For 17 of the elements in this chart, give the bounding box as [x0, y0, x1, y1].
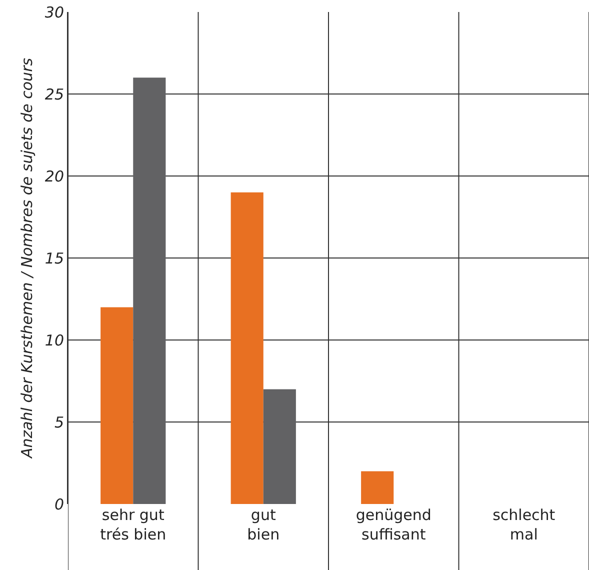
y-tick-label: 25	[44, 85, 64, 104]
y-tick-label: 30	[44, 3, 64, 22]
x-tick-label: genügend suffisant	[356, 506, 432, 544]
bar	[100, 307, 134, 504]
bar	[263, 389, 296, 504]
x-tick-label: gut bien	[247, 506, 280, 544]
x-tick-label: schlecht mal	[492, 506, 556, 544]
bar	[133, 78, 166, 504]
y-tick-label: 0	[54, 495, 64, 514]
y-tick-label: 20	[44, 167, 64, 186]
y-tick-label: 5	[54, 413, 64, 432]
bar	[230, 192, 264, 504]
y-tick-label: 15	[44, 249, 64, 268]
y-axis-title: Anzahl der Kursthemen / Nombres de sujets de cours	[18, 58, 36, 460]
x-tick-label: sehr gut trés bien	[100, 506, 166, 544]
bar	[361, 471, 394, 504]
y-tick-label: 10	[44, 331, 64, 350]
